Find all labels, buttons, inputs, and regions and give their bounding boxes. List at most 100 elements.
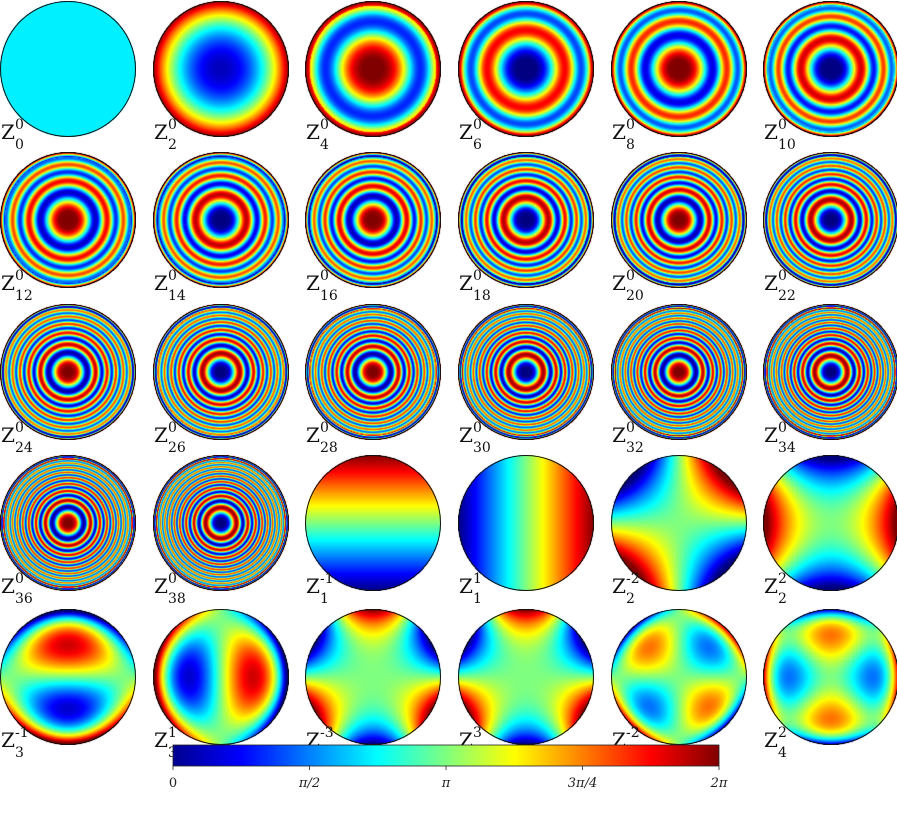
mode-label-n: 3 [15, 745, 24, 761]
mode-label-m: -2 [626, 571, 640, 587]
mode-label: Z [612, 574, 626, 598]
zernike-panel: Z 0 26 [153, 304, 289, 456]
disk-outline [305, 152, 441, 288]
disk-outline [763, 152, 897, 288]
mode-label: Z [1, 423, 15, 447]
zernike-panel: Z 0 14 [153, 152, 289, 304]
zernike-disk [458, 609, 594, 745]
disk-outline [305, 609, 441, 745]
mode-label: Z [764, 728, 778, 752]
zernike-disk [305, 152, 441, 288]
zernike-panel: Z -1 1 [305, 455, 441, 607]
zernike-disk [611, 1, 747, 137]
zernike-panel: Z 0 36 [0, 455, 136, 607]
mode-label: Z [306, 574, 320, 598]
mode-label: Z [1, 728, 15, 752]
zernike-panel: Z 1 1 [458, 455, 594, 607]
mode-label-n: 36 [15, 591, 33, 607]
disk-outline [153, 304, 289, 440]
mode-label-n: 28 [320, 440, 338, 456]
mode-label-m: 1 [168, 725, 177, 741]
disk-outline [458, 455, 594, 591]
mode-label-n: 0 [15, 137, 24, 153]
mode-label: Z [306, 271, 320, 295]
mode-label-m: 0 [168, 420, 177, 436]
colorbar-tick-label: 3π/4 [568, 776, 597, 791]
mode-label: Z [459, 120, 473, 144]
mode-label-m: 0 [473, 420, 482, 436]
mode-label: Z [459, 574, 473, 598]
zernike-disk [305, 455, 441, 591]
zernike-panel: Z -2 2 [611, 455, 747, 607]
mode-label-n: 18 [473, 288, 491, 304]
zernike-disk [611, 455, 747, 591]
disk-outline [611, 304, 747, 440]
disk-outline [763, 609, 897, 745]
zernike-panel: Z 0 34 [763, 304, 897, 456]
mode-label-m: 0 [15, 420, 24, 436]
zernike-disk [458, 152, 594, 288]
mode-label: Z [459, 271, 473, 295]
mode-label: Z [764, 423, 778, 447]
zernike-disk [305, 609, 441, 745]
mode-label-m: 1 [473, 571, 482, 587]
zernike-disk [763, 609, 897, 745]
mode-label-m: 0 [473, 117, 482, 133]
zernike-disk [0, 1, 136, 137]
mode-label-n: 1 [473, 591, 482, 607]
mode-label-m: 0 [778, 117, 787, 133]
zernike-disk [763, 1, 897, 137]
zernike-disk [153, 304, 289, 440]
zernike-disk [305, 304, 441, 440]
zernike-disk [611, 304, 747, 440]
mode-label: Z [612, 423, 626, 447]
mode-label: Z [764, 574, 778, 598]
mode-label-m: 0 [320, 420, 329, 436]
mode-label-n: 14 [168, 288, 186, 304]
mode-label-m: 0 [15, 571, 24, 587]
zernike-disk [0, 152, 136, 288]
zernike-disk [0, 455, 136, 591]
disk-outline [153, 152, 289, 288]
mode-label-n: 3 [168, 745, 177, 761]
mode-label-m: 3 [473, 725, 482, 741]
disk-outline [305, 304, 441, 440]
mode-label-m: 0 [168, 268, 177, 284]
mode-label-m: 0 [15, 117, 24, 133]
disk-outline [0, 455, 136, 591]
mode-label-m: 0 [626, 420, 635, 436]
colorbar-tick-label: π [441, 776, 451, 791]
mode-label: Z [1, 574, 15, 598]
zernike-disk [0, 304, 136, 440]
zernike-panel: Z 0 4 [305, 1, 441, 153]
disk-outline [305, 1, 441, 137]
zernike-panel: Z 0 0 [0, 1, 136, 153]
mode-label-n: 12 [15, 288, 33, 304]
disk-outline [458, 1, 594, 137]
mode-label: Z [612, 120, 626, 144]
mode-label: Z [306, 120, 320, 144]
colorbar-tick-label: π/2 [298, 776, 320, 791]
zernike-panel: Z 0 6 [458, 1, 594, 153]
mode-label-n: 30 [473, 440, 491, 456]
mode-label-m: 2 [778, 725, 787, 741]
disk-outline [611, 152, 747, 288]
colorbar: 0 π/2 π 3π/4 2π [169, 744, 728, 791]
mode-label-m: 0 [15, 268, 24, 284]
zernike-panel: Z 0 10 [763, 1, 897, 153]
mode-label-n: 2 [778, 591, 787, 607]
zernike-disk [153, 1, 289, 137]
mode-label: Z [306, 423, 320, 447]
zernike-panel: Z 0 30 [458, 304, 594, 456]
mode-label-m: 0 [626, 117, 635, 133]
disk-outline [458, 304, 594, 440]
zernike-panel: Z 0 18 [458, 152, 594, 304]
zernike-disk [458, 455, 594, 591]
mode-label-n: 16 [320, 288, 338, 304]
zernike-panel: Z 2 4 [763, 609, 897, 761]
disk-outline [458, 609, 594, 745]
mode-label: Z [612, 271, 626, 295]
zernike-disk [763, 152, 897, 288]
zernike-disk [611, 609, 747, 745]
